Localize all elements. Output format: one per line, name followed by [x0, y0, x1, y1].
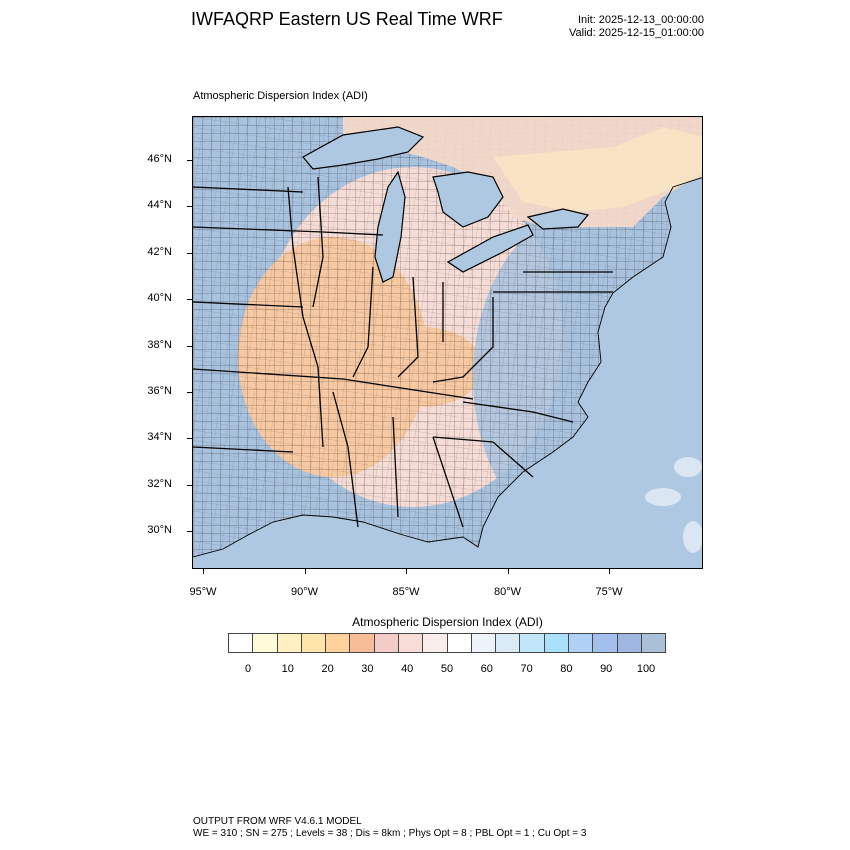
lake-superior	[302, 126, 425, 170]
adi-map	[193, 117, 702, 568]
latitude-tick	[187, 392, 192, 393]
colorbar-cell	[229, 634, 254, 652]
colorbar-tick-label: 60	[480, 663, 493, 675]
map-panel	[192, 116, 703, 569]
colorbar-tick-label: 100	[636, 663, 656, 675]
great-lakes	[302, 126, 590, 283]
latitude-label: 34°N	[147, 431, 172, 444]
colorbar-cell	[374, 634, 399, 652]
colorbar-tick-label: 90	[600, 663, 613, 675]
lake-ontario	[526, 208, 590, 230]
colorbar-cell	[253, 634, 278, 652]
latitude-label: 36°N	[147, 385, 172, 397]
colorbar-cell	[447, 634, 472, 652]
colorbar-cell	[277, 634, 302, 652]
colorbar-tick-label: 70	[520, 663, 533, 675]
colorbar-tick-label: 40	[401, 663, 414, 675]
latitude-tick	[187, 345, 192, 347]
colorbar-tick-label: 80	[560, 663, 573, 675]
latitude-tick	[187, 484, 192, 486]
colorbar-cell	[350, 634, 375, 652]
plot-title: IWFAQRP Eastern US Real Time WRF	[191, 9, 503, 29]
colorbar	[228, 633, 666, 653]
longitude-tick	[609, 569, 610, 574]
colorbar-cell	[544, 634, 569, 652]
longitude-label: 85°W	[392, 586, 420, 598]
colorbar-cell	[641, 634, 666, 652]
longitude-label: 80°W	[493, 586, 522, 598]
latitude-tick	[187, 299, 192, 301]
lake-huron	[432, 171, 504, 228]
colorbar-cell	[568, 634, 594, 652]
latitude-label: 32°N	[147, 477, 172, 490]
init-time: Init: 2025-12-13_00:00:00	[578, 14, 704, 26]
lake-erie	[446, 224, 534, 273]
canada-region	[343, 117, 702, 227]
latitude-label: 38°N	[147, 338, 172, 351]
longitude-tick	[203, 569, 204, 574]
state-boundaries	[193, 176, 613, 528]
colorbar-cell	[398, 634, 424, 652]
latitude-tick	[187, 438, 192, 440]
latitude-tick	[187, 531, 192, 533]
coastline	[193, 177, 702, 558]
longitude-label: 90°W	[290, 586, 319, 598]
colorbar-title: Atmospheric Dispersion Index (ADI)	[352, 615, 543, 629]
latitude-tick	[187, 160, 192, 161]
lake-michigan	[374, 170, 406, 283]
colorbar-tick-label: 30	[361, 663, 374, 675]
ocean-cloud-patches	[645, 457, 702, 553]
model-info: OUTPUT FROM WRF V4.6.1 MODEL	[193, 816, 362, 827]
longitude-tick	[406, 569, 407, 574]
colorbar-tick-label: 50	[440, 663, 454, 675]
colorbar-cell	[471, 634, 497, 652]
latitude-label: 40°N	[147, 292, 172, 305]
colorbar-cell	[301, 634, 327, 652]
latitude-tick	[187, 252, 192, 254]
longitude-label: 95°W	[189, 586, 217, 598]
colorbar-cell	[593, 634, 618, 652]
latitude-label: 42°N	[147, 245, 172, 258]
latitude-label: 46°N	[147, 153, 172, 165]
map-subtitle: Atmospheric Dispersion Index (ADI)	[193, 90, 368, 102]
longitude-label: 75°W	[595, 586, 623, 598]
colorbar-cell	[326, 634, 351, 652]
longitude-tick	[507, 569, 509, 574]
longitude-tick	[304, 569, 306, 574]
colorbar-cell	[423, 634, 448, 652]
colorbar-cell	[520, 634, 545, 652]
valid-time: Valid: 2025-12-15_01:00:00	[569, 27, 704, 39]
latitude-label: 30°N	[147, 524, 172, 537]
model-settings: WE = 310 ; SN = 275 ; Levels = 38 ; Dis …	[193, 828, 587, 839]
colorbar-tick-label: 10	[281, 663, 294, 675]
latitude-label: 44°N	[147, 199, 172, 212]
colorbar-cell	[617, 634, 642, 652]
colorbar-cell	[496, 634, 521, 652]
latitude-tick	[187, 206, 192, 208]
colorbar-tick-label: 20	[321, 663, 334, 675]
colorbar-tick-label: 0	[244, 663, 252, 675]
